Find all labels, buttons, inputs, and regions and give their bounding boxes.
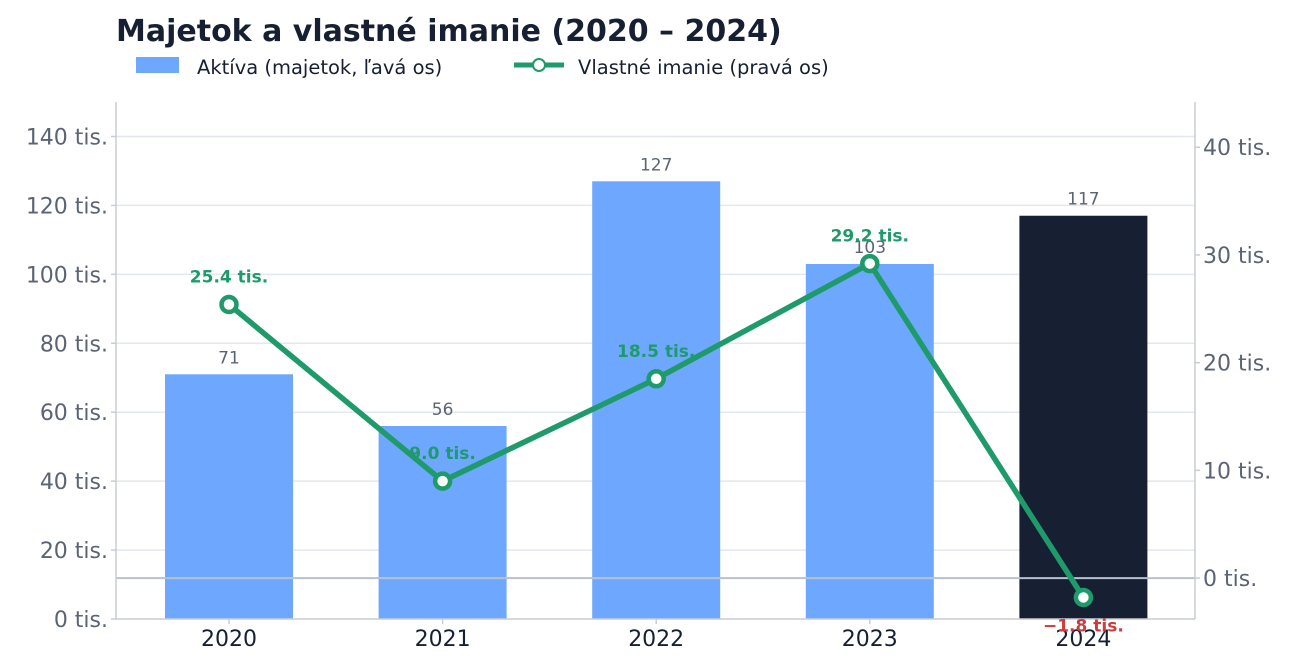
right-axis-ticks: 0 tis. 10 tis. 20 tis. 30 tis. 40 tis. — [1195, 136, 1271, 592]
equity-value-label: 9.0 tis. — [409, 444, 476, 464]
bar-value-label: 71 — [218, 348, 240, 368]
right-tick-label: 10 tis. — [1203, 459, 1271, 484]
x-tick-label: 2020 — [201, 627, 257, 652]
bar-2024 — [1019, 215, 1148, 620]
x-tick-label: 2023 — [842, 627, 898, 652]
chart-title: Majetok a vlastné imanie (2020 – 2024) — [116, 14, 782, 49]
right-tick-label: 0 tis. — [1203, 567, 1257, 592]
bar-2023 — [805, 263, 934, 619]
legend: Aktíva (majetok, ľavá os) Vlastné imanie… — [136, 56, 829, 79]
equity-value-label: 25.4 tis. — [190, 267, 268, 287]
x-axis-ticks: 2020 2021 2022 2023 2024 — [201, 619, 1111, 652]
equity-marker-2020 — [219, 294, 239, 315]
left-tick-label: 40 tis. — [40, 470, 108, 495]
line-value-labels: 25.4 tis. 9.0 tis. 18.5 tis. 29.2 tis. −1.8 … — [190, 227, 1124, 637]
bar-2020 — [165, 374, 293, 619]
equity-marker-2022 — [646, 369, 666, 389]
legend-bar-swatch — [136, 57, 179, 73]
right-tick-label: 30 tis. — [1203, 244, 1271, 269]
left-tick-label: 80 tis. — [40, 332, 108, 357]
left-axis-ticks: 0 tis. 20 tis. 40 tis. 60 tis. 80 tis. 100 ti… — [26, 125, 116, 633]
x-tick-label: 2024 — [1055, 627, 1111, 652]
equity-value-label: 29.2 tis. — [831, 227, 909, 247]
right-tick-label: 40 tis. — [1203, 136, 1271, 161]
legend-bar-label: Aktíva (majetok, ľavá os) — [197, 56, 442, 79]
right-tick-label: 20 tis. — [1203, 352, 1271, 377]
left-tick-label: 100 tis. — [26, 263, 108, 288]
left-tick-label: 0 tis. — [54, 608, 108, 633]
x-tick-label: 2021 — [415, 627, 471, 652]
left-tick-label: 20 tis. — [40, 539, 108, 564]
bar-value-label: 117 — [1067, 190, 1099, 210]
equity-marker-2023 — [860, 253, 880, 274]
left-tick-label: 140 tis. — [26, 125, 108, 150]
bar-value-labels: 71 56 127 103 117 — [218, 155, 1099, 420]
bars — [165, 181, 1148, 620]
x-tick-label: 2022 — [628, 627, 684, 652]
left-tick-label: 60 tis. — [40, 401, 108, 426]
equity-marker-2024 — [1073, 587, 1094, 608]
legend-line-marker — [532, 58, 546, 72]
left-tick-label: 120 tis. — [26, 194, 108, 219]
equity-value-label: 18.5 tis. — [617, 342, 695, 362]
line-series — [219, 253, 1094, 608]
equity-marker-2021 — [432, 471, 453, 491]
bar-value-label: 56 — [432, 400, 454, 420]
bar-value-label: 127 — [640, 155, 672, 175]
equity-value-label: −1.8 tis. — [1043, 616, 1124, 636]
bar-value-label: 103 — [854, 238, 886, 258]
legend-line-label: Vlastné imanie (pravá os) — [578, 56, 829, 79]
